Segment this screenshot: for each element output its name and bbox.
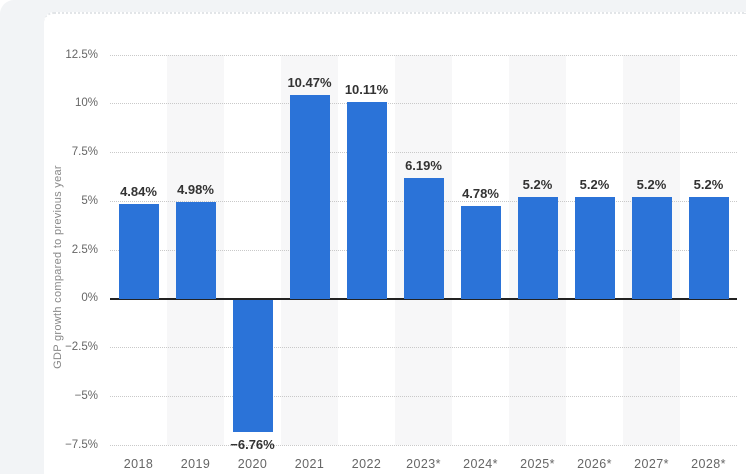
gridline — [110, 152, 737, 153]
bar-2025*[interactable] — [517, 197, 558, 299]
x-axis-tick-label: 2020 — [237, 457, 268, 471]
bar-value-label: 5.2% — [522, 177, 553, 193]
y-axis-tick-label: 10% — [74, 97, 98, 110]
bar-value-label: 10.11% — [344, 81, 389, 97]
bar-value-label: 6.19% — [405, 158, 442, 174]
gridline — [110, 103, 737, 105]
bar-value-label: −6.76% — [230, 436, 275, 452]
x-axis-tick-label: 2026* — [577, 457, 612, 471]
bar-2027*[interactable] — [631, 197, 672, 299]
x-axis-tick-label: 2027* — [634, 457, 669, 471]
x-axis-tick-label: 2021 — [294, 457, 325, 471]
bar-value-label: 4.78% — [462, 185, 499, 201]
x-axis-tick-label: 2024* — [463, 457, 498, 471]
bar-2024*[interactable] — [460, 205, 501, 299]
bar-value-label: 5.2% — [579, 177, 610, 193]
bar-value-label: 5.2% — [636, 177, 667, 193]
y-axis-tick-label: 0% — [81, 292, 98, 305]
x-axis-tick-label: 2025* — [520, 457, 555, 471]
x-axis-tick-label: 2018 — [123, 457, 154, 471]
bar-value-label: 10.47% — [287, 74, 332, 90]
zero-baseline — [110, 297, 737, 300]
y-axis-tick-label: 7.5% — [71, 146, 98, 158]
y-axis-tick-label: 2.5% — [71, 243, 98, 256]
chart-card: GDP growth compared to previous year 12.… — [44, 12, 746, 474]
x-axis-tick-label: 2019 — [180, 457, 211, 471]
y-axis-tick-label: −7.5% — [65, 438, 98, 451]
bar-2019[interactable] — [175, 201, 216, 299]
gridline — [110, 395, 737, 397]
bar-2028*[interactable] — [688, 197, 729, 299]
gridline — [110, 347, 737, 348]
bar-value-label: 4.84% — [120, 184, 157, 200]
bar-2026*[interactable] — [574, 197, 615, 299]
x-axis-tick-label: 2023* — [406, 457, 441, 471]
x-axis-tick-label: 2028* — [691, 457, 726, 471]
bar-2018[interactable] — [118, 204, 159, 299]
bar-2021[interactable] — [289, 94, 330, 299]
bar-2020[interactable] — [232, 299, 273, 432]
bar-2023*[interactable] — [403, 178, 444, 299]
y-axis-tick-label: −2.5% — [65, 341, 98, 353]
bar-value-label: 5.2% — [693, 177, 724, 193]
y-axis-tick-label: −5% — [74, 389, 98, 402]
gridline — [110, 54, 737, 56]
y-axis-tick-label: 12.5% — [65, 48, 98, 61]
gridline — [110, 444, 737, 446]
bar-value-label: 4.98% — [177, 181, 214, 197]
bar-2022[interactable] — [346, 101, 387, 299]
x-axis-tick-label: 2022 — [351, 457, 382, 471]
y-axis-tick-label: 5% — [81, 194, 98, 207]
